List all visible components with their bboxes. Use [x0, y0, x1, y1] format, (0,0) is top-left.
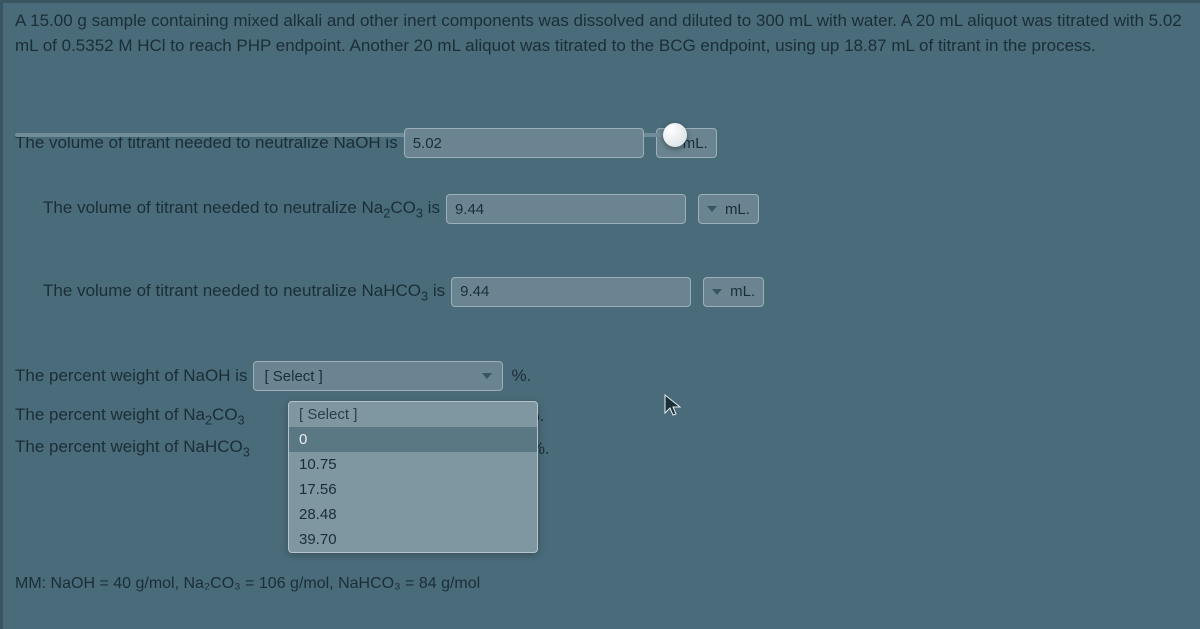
dropdown-header: [ Select ] — [289, 402, 537, 427]
input-naoh-volume[interactable]: 5.02 — [404, 128, 644, 158]
dropdown-option[interactable]: 0 — [289, 427, 537, 452]
row-nahco3-percent: The percent weight of NaHCO3 %. — [15, 437, 1188, 459]
row-na2co3-label: The volume of titrant needed to neutrali… — [15, 178, 440, 240]
dropdown-menu[interactable]: [ Select ] 0 10.75 17.56 28.48 39.70 — [288, 401, 538, 553]
select-naoh-percent[interactable]: [ Select ] — [253, 361, 503, 391]
select-na2co3-unit[interactable]: mL. — [698, 194, 759, 224]
dropdown-option[interactable]: 39.70 — [289, 527, 537, 552]
chevron-down-icon — [482, 373, 492, 379]
progress-knob[interactable] — [663, 123, 687, 147]
input-na2co3-volume[interactable]: 9.44 — [446, 194, 686, 224]
select-nahco3-unit[interactable]: mL. — [703, 277, 764, 307]
unit-nahco3: mL. — [730, 283, 755, 300]
label-nahco3-percent: The percent weight of NaHCO3 — [15, 437, 250, 459]
dropdown-option[interactable]: 17.56 — [289, 477, 537, 502]
row-nahco3-label: The volume of titrant needed to neutrali… — [15, 261, 445, 323]
row-na2co3-volume: The volume of titrant needed to neutrali… — [15, 178, 1188, 240]
unit-percent-naoh: %. — [511, 366, 531, 386]
label-na2co3-percent: The percent weight of Na2CO3 — [15, 405, 245, 427]
row-nahco3-volume: The volume of titrant needed to neutrali… — [15, 261, 1188, 323]
dropdown-option[interactable]: 28.48 — [289, 502, 537, 527]
row-naoh-percent: The percent weight of NaOH is [ Select ]… — [15, 361, 1188, 391]
input-nahco3-volume[interactable]: 9.44 — [451, 277, 691, 307]
problem-statement: A 15.00 g sample containing mixed alkali… — [15, 9, 1188, 58]
chevron-down-icon — [707, 206, 717, 212]
chevron-down-icon — [712, 289, 722, 295]
dropdown-option[interactable]: 10.75 — [289, 452, 537, 477]
molar-mass-footer: MM: NaOH = 40 g/mol, Na₂CO₃ = 106 g/mol,… — [15, 575, 480, 593]
row-na2co3-percent: The percent weight of Na2CO3 %. — [15, 405, 1188, 427]
unit-na2co3: mL. — [725, 201, 750, 218]
label-naoh-percent: The percent weight of NaOH is — [15, 366, 247, 386]
